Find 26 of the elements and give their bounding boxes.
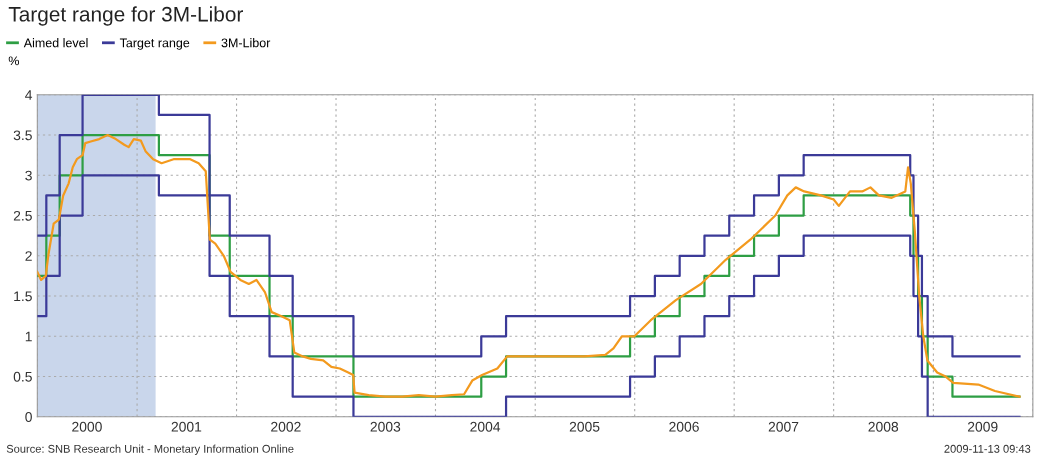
x-tick-label: 2008 <box>868 421 899 432</box>
y-tick-label: 2 <box>25 251 32 261</box>
chart-title: Target range for 3M-Libor <box>8 6 244 26</box>
x-tick-label: 2005 <box>569 421 600 432</box>
x-tick-label: 2001 <box>171 421 202 432</box>
x-tick-label: 2007 <box>768 421 799 432</box>
x-tick-label: 2002 <box>271 421 301 432</box>
legend-label: 3M-Libor <box>221 38 271 48</box>
legend-label: Aimed level <box>23 38 88 48</box>
y-tick-label: 3 <box>25 170 32 181</box>
legend-label: Target range <box>119 38 190 50</box>
y-tick-label: 2.5 <box>13 210 32 221</box>
y-tick-label: 0.5 <box>13 371 32 382</box>
text: 2009-11-13 09:43 <box>944 444 1031 453</box>
source-note: Source: SNB Research Unit - Monetary Information Online <box>6 444 294 455</box>
y-tick-label: 1.5 <box>14 291 32 302</box>
y-axis-title: % <box>8 56 19 66</box>
y-tick-label: 0 <box>25 412 32 422</box>
x-tick-label: 2000 <box>72 421 102 432</box>
x-tick-label: 2006 <box>669 421 699 432</box>
y-tick-label: 1 <box>25 331 32 342</box>
y-tick-label: 4 <box>25 90 33 100</box>
x-tick-label: 2003 <box>370 421 401 432</box>
x-tick-label: 2004 <box>470 421 501 432</box>
y-tick-label: 3.5 <box>13 130 32 141</box>
x-tick-label: 2009 <box>967 421 998 432</box>
